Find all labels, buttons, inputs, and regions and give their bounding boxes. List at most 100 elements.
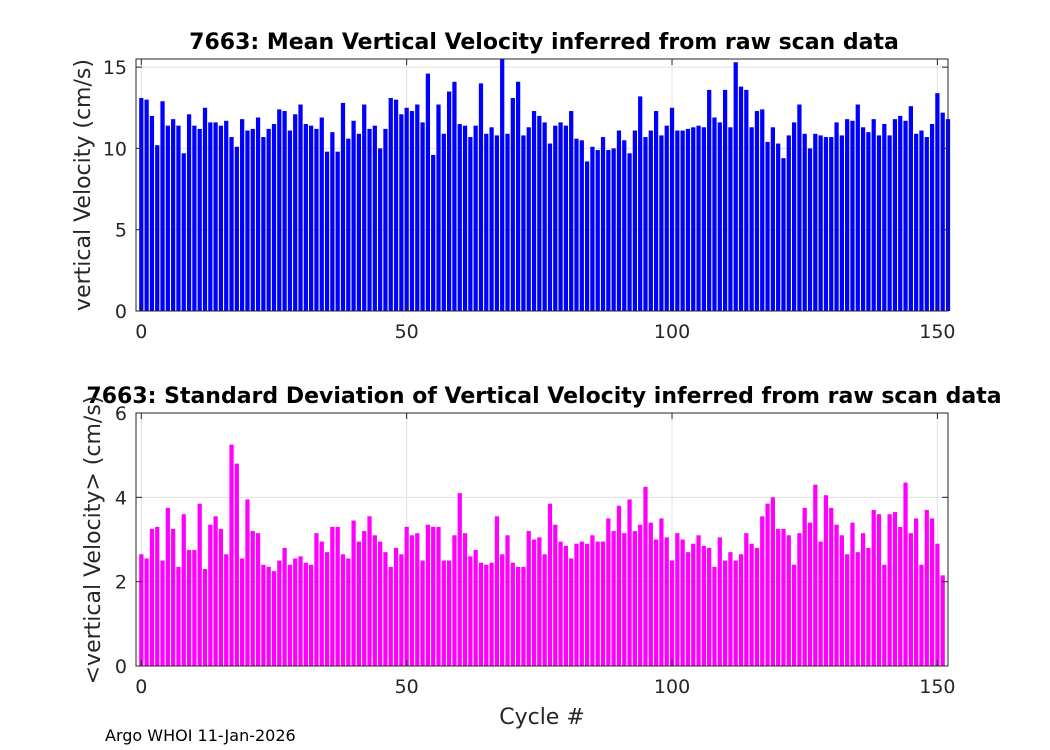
std-bar — [462, 533, 468, 666]
std-bar — [622, 533, 627, 666]
mean-bar — [309, 125, 314, 311]
mean-bar — [675, 130, 680, 311]
mean-bar — [866, 132, 871, 311]
std-bar — [309, 564, 314, 666]
mean-velocity-panel: 0 50 100 150 0 5 10 15 7663: Mean Vertical Velo… — [71, 30, 956, 343]
mean-bar — [600, 137, 606, 311]
mean-bar — [765, 141, 770, 311]
mean-bar — [266, 128, 271, 311]
mean-bar — [250, 128, 255, 311]
std-bar — [186, 550, 192, 666]
std-bar — [399, 554, 404, 666]
mean-bar — [733, 62, 738, 311]
mean-axes-frame — [135, 58, 949, 312]
mean-bar — [791, 122, 797, 311]
std-bar — [208, 524, 213, 666]
std-bar — [807, 522, 813, 666]
mean-bar — [882, 124, 887, 311]
mean-bar — [547, 143, 553, 311]
mean-x-tick-label: 50 — [395, 321, 419, 343]
mean-bar — [606, 150, 611, 311]
mean-bar — [436, 104, 441, 312]
std-bar — [346, 558, 351, 666]
mean-bar — [829, 137, 834, 311]
std-bar — [335, 526, 340, 666]
mean-bar — [887, 135, 892, 311]
std-bar — [505, 535, 510, 666]
mean-bar — [569, 111, 574, 311]
std-bar — [447, 560, 452, 666]
std-bar — [664, 537, 669, 666]
mean-bar — [579, 140, 584, 311]
std-bar — [139, 554, 144, 666]
std-bar — [526, 531, 531, 666]
mean-y-tick-label: 0 — [115, 301, 127, 323]
std-bar — [776, 528, 781, 666]
std-y-tick-label: 0 — [115, 656, 127, 678]
mean-bar — [648, 130, 653, 311]
std-bar — [744, 533, 749, 666]
std-bar — [770, 497, 775, 666]
std-bar — [500, 554, 505, 666]
std-bar — [563, 545, 569, 666]
mean-bar — [415, 104, 420, 312]
mean-bar — [468, 137, 473, 311]
std-bar — [149, 528, 155, 666]
mean-bar — [627, 153, 632, 311]
std-bar — [298, 556, 303, 666]
std-bar — [791, 564, 797, 666]
mean-bar — [542, 122, 547, 311]
mean-bar — [176, 125, 181, 311]
mean-bar — [441, 133, 446, 311]
mean-bar — [898, 115, 903, 312]
std-bar — [733, 560, 738, 666]
std-y-axis-label: <vertical Velocity> (cm/s) — [81, 396, 106, 685]
std-bar — [404, 526, 409, 666]
mean-bar — [500, 59, 505, 311]
mean-bar — [584, 161, 590, 311]
std-bar — [218, 528, 224, 666]
mean-bar — [489, 127, 494, 311]
std-bar — [245, 499, 250, 666]
std-bar — [653, 539, 659, 666]
std-bar — [192, 550, 197, 666]
mean-bar — [738, 86, 744, 311]
mean-bar — [277, 109, 282, 312]
std-bar — [378, 541, 383, 666]
std-x-tick-label: 0 — [135, 676, 147, 698]
mean-bar — [431, 154, 436, 311]
mean-bar — [515, 81, 521, 311]
std-bar — [606, 518, 611, 666]
mean-bar — [197, 128, 202, 311]
mean-bar — [707, 89, 712, 311]
mean-bar — [659, 135, 664, 311]
mean-bar — [245, 130, 250, 311]
std-bar — [722, 560, 728, 666]
mean-bar — [340, 102, 346, 312]
std-bar — [903, 482, 908, 666]
std-bar — [165, 507, 170, 667]
std-bar — [452, 535, 457, 666]
std-bar — [701, 545, 706, 666]
mean-bar — [701, 127, 706, 311]
mean-bar — [929, 124, 935, 311]
mean-bar — [616, 130, 622, 311]
std-bar — [457, 493, 462, 666]
mean-bar — [919, 130, 924, 311]
std-bar — [489, 562, 494, 666]
std-bar — [765, 503, 770, 666]
std-bar — [781, 528, 786, 666]
std-bar — [356, 541, 362, 666]
mean-bar — [447, 91, 452, 312]
std-bar — [866, 547, 871, 666]
std-bar — [717, 537, 722, 666]
std-bar — [468, 556, 473, 666]
std-bar — [929, 518, 935, 666]
std-bar — [685, 552, 691, 666]
mean-bar — [324, 151, 330, 311]
mean-bar — [924, 137, 929, 311]
mean-bar — [224, 120, 229, 311]
mean-bar — [346, 138, 351, 311]
mean-bar — [202, 107, 208, 312]
std-y-tick-label: 4 — [115, 487, 127, 509]
